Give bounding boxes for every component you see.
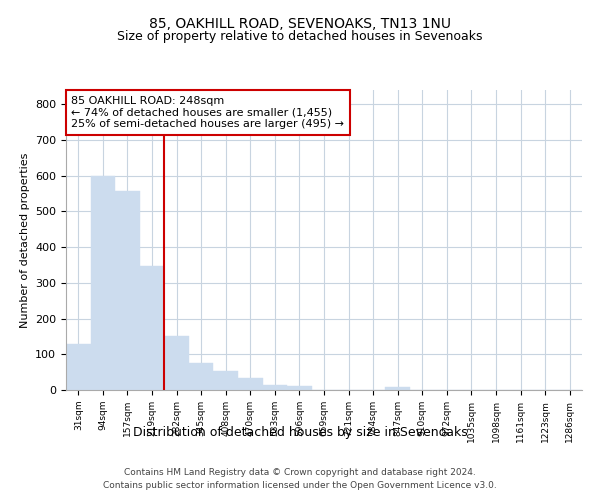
Bar (91, 176, 115, 390)
Text: 85 OAKHILL ROAD: 248sqm
← 74% of detached houses are smaller (1,455)
25% of semi: 85 OAKHILL ROAD: 248sqm ← 74% of detache… (71, 96, 344, 129)
Y-axis label: Number of detached properties: Number of detached properties (20, 152, 29, 328)
Bar (164, 336, 189, 390)
Bar (238, 378, 263, 390)
Text: Size of property relative to detached houses in Sevenoaks: Size of property relative to detached ho… (117, 30, 483, 43)
Bar (66, 344, 91, 390)
Bar (214, 372, 238, 390)
Text: 85, OAKHILL ROAD, SEVENOAKS, TN13 1NU: 85, OAKHILL ROAD, SEVENOAKS, TN13 1NU (149, 18, 451, 32)
Bar (385, 387, 410, 390)
Bar (189, 363, 214, 390)
Bar (140, 266, 164, 390)
Text: Contains public sector information licensed under the Open Government Licence v3: Contains public sector information licen… (103, 480, 497, 490)
Bar (287, 386, 312, 390)
Bar (263, 384, 287, 390)
Text: Contains HM Land Registry data © Crown copyright and database right 2024.: Contains HM Land Registry data © Crown c… (124, 468, 476, 477)
Bar (115, 190, 140, 390)
Text: Distribution of detached houses by size in Sevenoaks: Distribution of detached houses by size … (133, 426, 467, 439)
